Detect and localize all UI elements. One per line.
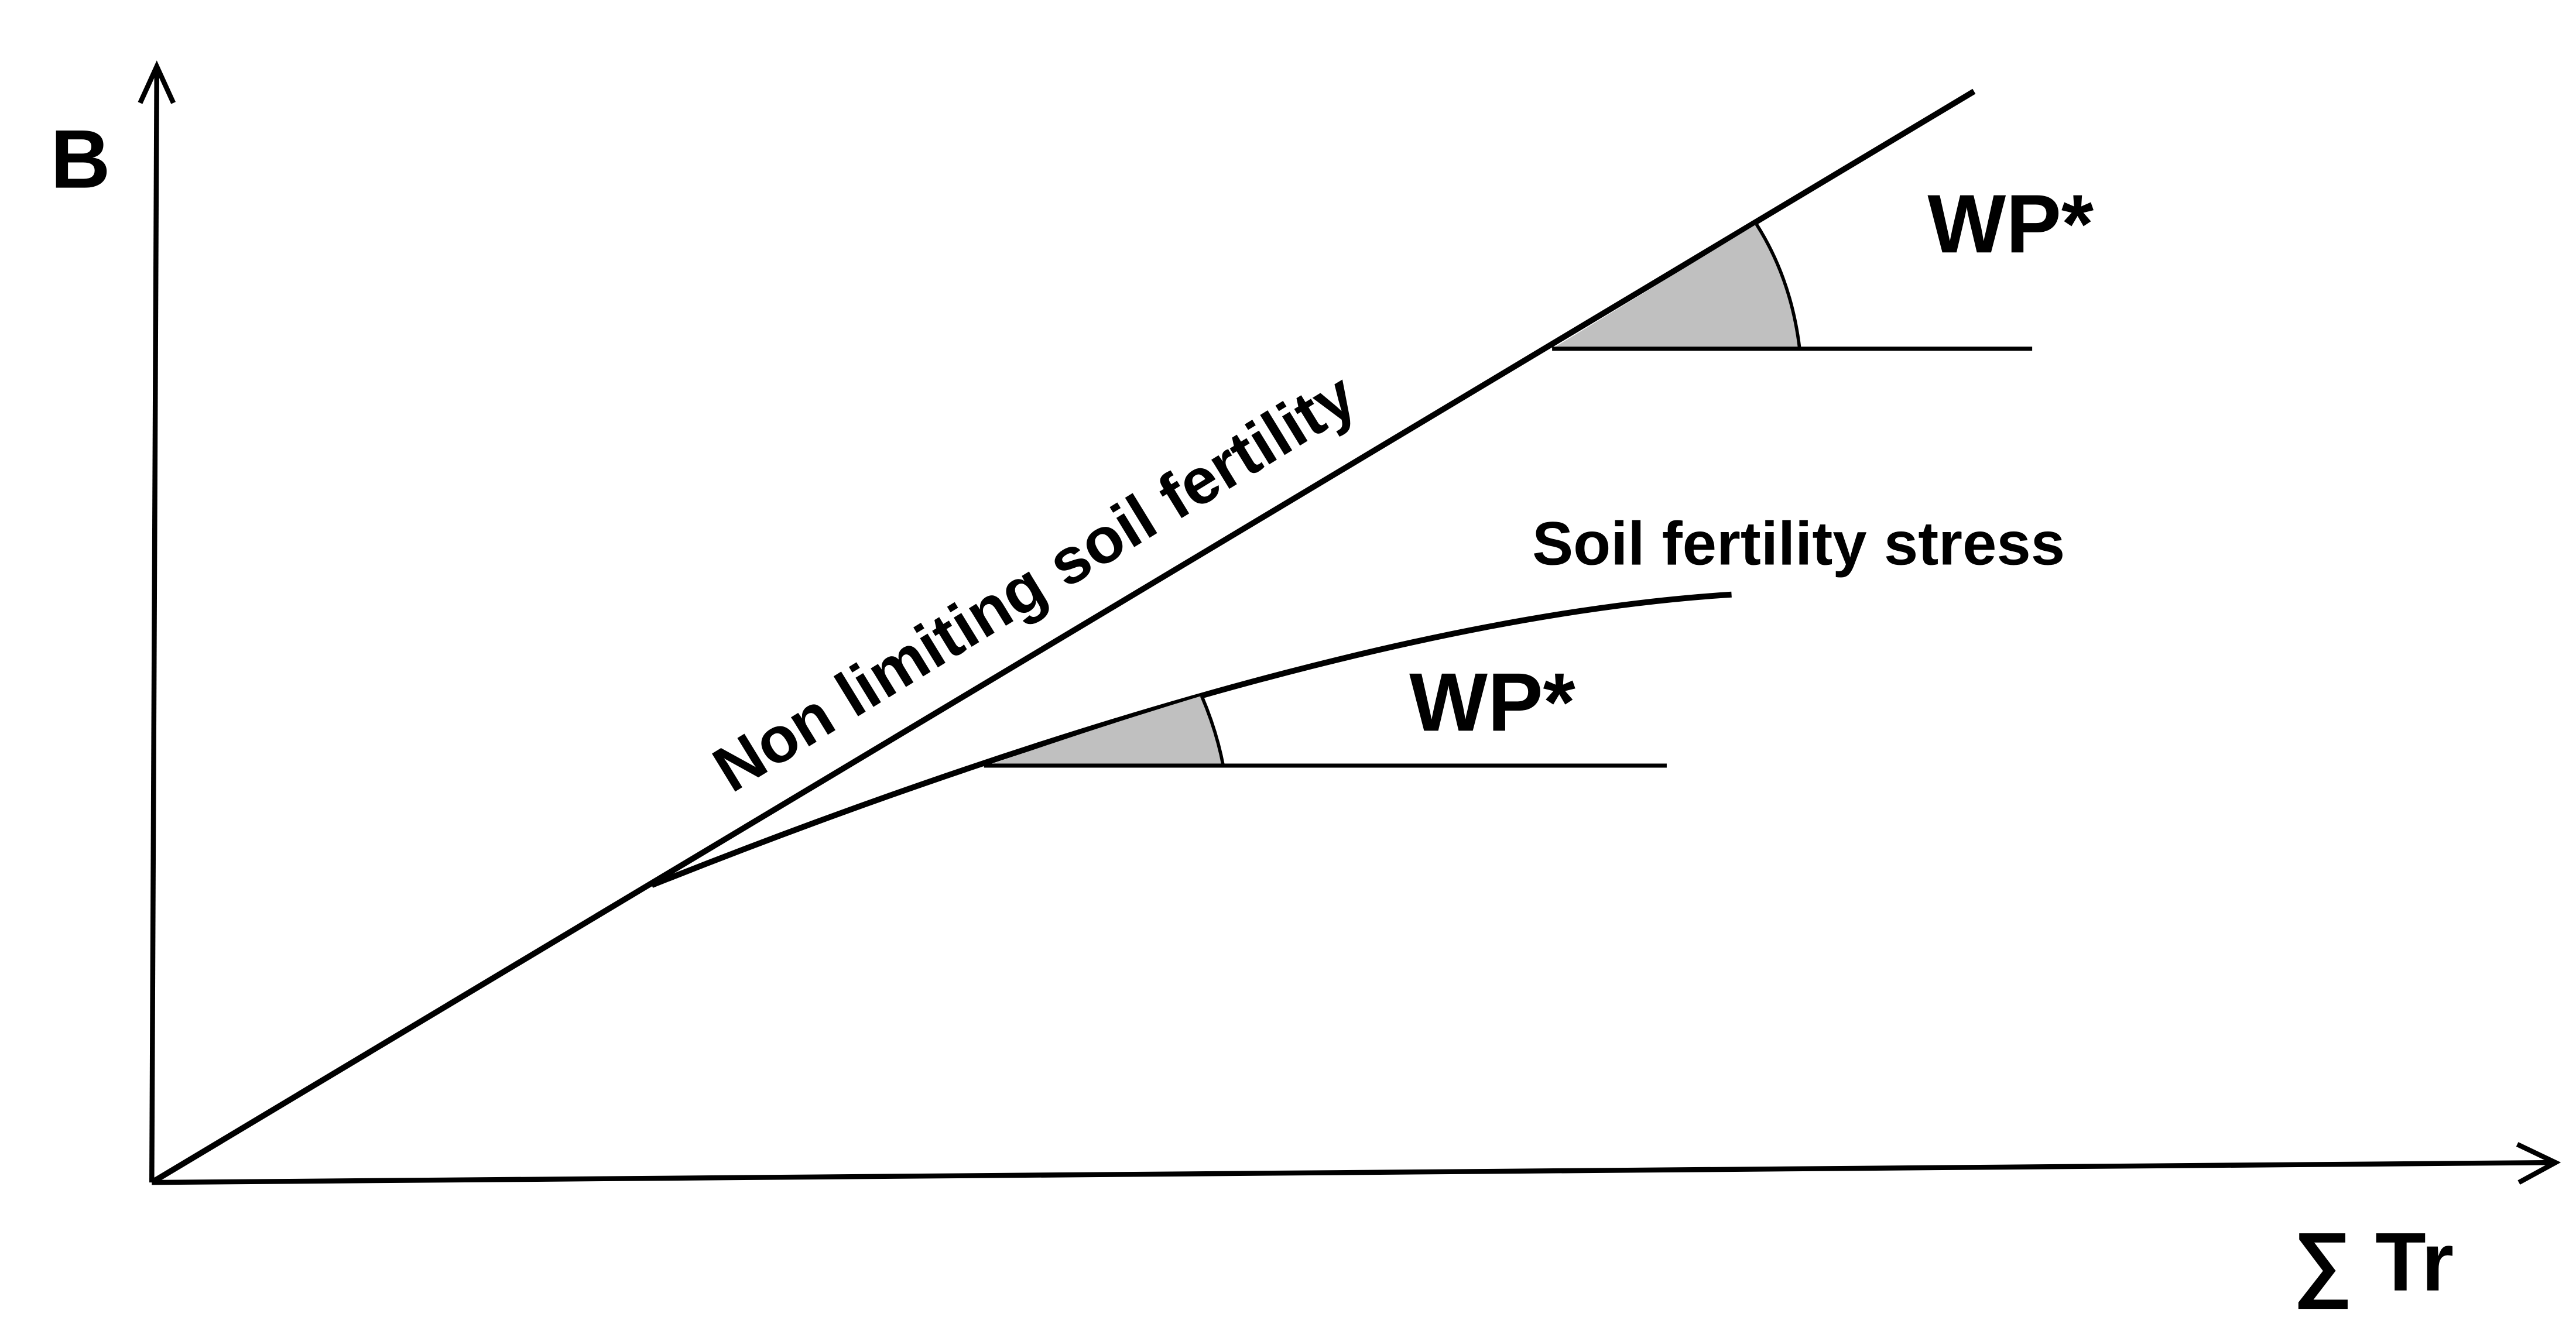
lower-slope-angle-arc [1200,695,1225,766]
lower-slope-angle-wedge [987,695,1224,766]
fertility-stress-curve [650,591,1732,888]
y-axis-label: B [50,114,110,206]
x-axis-label: ∑ Tr [2293,1216,2454,1309]
x-axis-arrowhead [2516,1142,2561,1185]
fertility-stress-label: Soil fertility stress [1532,510,2065,578]
upper-slope-angle-arc [1755,223,1801,349]
upper-slope-angle-wedge [1552,224,1800,349]
y-axis-arrowhead [138,60,176,104]
non-limiting-fertility-label: Non limiting soil fertility [701,359,1368,805]
upper-slope-label: WP* [1927,178,2094,270]
x-axis [152,1160,2553,1185]
lower-slope-label: WP* [1409,656,1576,749]
non-limiting-fertility-line [150,88,1976,1185]
y-axis [149,70,160,1183]
